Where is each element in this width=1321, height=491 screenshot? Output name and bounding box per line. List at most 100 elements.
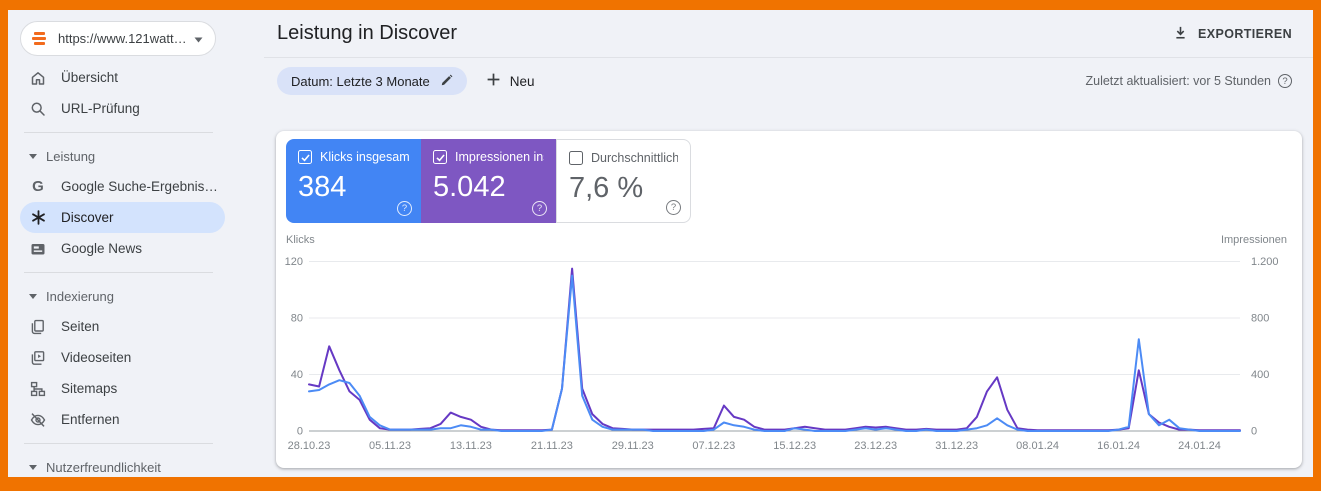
sidebar-item-label: Übersicht [61, 70, 119, 85]
svg-text:16.01.24: 16.01.24 [1097, 440, 1140, 452]
date-filter-label: Datum: Letzte 3 Monate [291, 73, 430, 89]
performance-card: Klicks insgesamt 384 ? Impressionen ins…… [276, 131, 1302, 468]
sidebar-item-discover[interactable]: Discover [20, 202, 225, 233]
chevron-down-icon [29, 293, 37, 299]
svg-text:1.200: 1.200 [1251, 256, 1279, 268]
sidebar-item-uebersicht[interactable]: Übersicht [20, 62, 225, 93]
sidebar-item-label: Sitemaps [61, 381, 118, 396]
news-icon [29, 240, 47, 258]
svg-text:08.01.24: 08.01.24 [1016, 440, 1059, 452]
svg-text:Impressionen: Impressionen [1221, 234, 1287, 246]
svg-text:0: 0 [1251, 426, 1257, 438]
sidebar-item-url-pruefung[interactable]: URL-Prüfung [20, 93, 225, 124]
page-header: Leistung in Discover EXPORTIEREN [264, 10, 1313, 58]
svg-text:0: 0 [297, 426, 303, 438]
sidebar-item-label: Seiten [61, 319, 100, 334]
export-label: EXPORTIEREN [1198, 26, 1292, 41]
help-icon[interactable]: ? [666, 200, 681, 215]
search-icon [29, 100, 47, 118]
checkbox-klicks[interactable] [298, 150, 312, 164]
svg-text:800: 800 [1251, 313, 1269, 325]
sidebar-divider [24, 272, 213, 273]
metric-label: Impressionen ins… [455, 150, 544, 164]
plus-icon [486, 72, 501, 90]
svg-text:31.12.23: 31.12.23 [935, 440, 978, 452]
edit-pencil-icon[interactable] [440, 73, 454, 90]
sidebar-item-label: Google Suche-Ergebnis… [61, 179, 218, 194]
metric-tile-impressionen[interactable]: Impressionen ins… 5.042 ? [421, 139, 556, 223]
performance-chart[interactable]: 0 40 80 120 0 400 800 1.200 Klicks Impressionen 28… [276, 226, 1292, 468]
video-pages-icon [29, 349, 47, 367]
svg-text:13.11.23: 13.11.23 [450, 440, 492, 452]
last-updated: Zuletzt aktualisiert: vor 5 Stunden ? [1085, 74, 1292, 88]
metric-value: 5.042 [433, 171, 506, 203]
svg-text:80: 80 [291, 313, 303, 325]
metric-value: 384 [298, 171, 347, 203]
sidebar-item-label: Discover [61, 210, 114, 225]
main-content: Leistung in Discover EXPORTIEREN Datum: … [264, 10, 1313, 477]
svg-text:24.01.24: 24.01.24 [1178, 440, 1221, 452]
metric-label: Durchschnittliche … [591, 151, 678, 165]
sidebar-section-label: Nutzerfreundlichkeit [46, 459, 161, 475]
last-updated-text: Zuletzt aktualisiert: vor 5 Stunden [1085, 74, 1271, 88]
sidebar-section-nutzerfreundlichkeit[interactable]: Nutzerfreundlichkeit [8, 452, 264, 477]
sidebar-item-label: URL-Prüfung [61, 101, 140, 116]
sidebar: https://www.121watt… Übersicht URL-Prüfu… [8, 10, 264, 477]
svg-text:29.11.23: 29.11.23 [612, 440, 654, 452]
svg-text:28.10.23: 28.10.23 [288, 440, 331, 452]
help-icon[interactable]: ? [532, 201, 547, 216]
google-g-icon: G [32, 178, 44, 195]
eye-off-icon [29, 411, 47, 429]
sidebar-section-leistung[interactable]: Leistung [8, 141, 264, 171]
sidebar-section-label: Indexierung [46, 288, 114, 304]
svg-text:21.11.23: 21.11.23 [531, 440, 573, 452]
help-icon[interactable]: ? [1278, 74, 1292, 88]
metric-tile-ctr[interactable]: Durchschnittliche … 7,6 % ? [556, 139, 691, 223]
new-filter-label: Neu [509, 73, 535, 89]
export-button[interactable]: EXPORTIEREN [1173, 25, 1292, 43]
sidebar-section-indexierung[interactable]: Indexierung [8, 281, 264, 311]
new-filter-button[interactable]: Neu [486, 72, 535, 90]
filter-bar: Datum: Letzte 3 Monate Neu Zuletzt aktua… [277, 58, 1292, 104]
checkbox-impressionen[interactable] [433, 150, 447, 164]
pages-icon [29, 318, 47, 336]
svg-text:15.12.23: 15.12.23 [773, 440, 816, 452]
metric-tiles: Klicks insgesamt 384 ? Impressionen ins…… [286, 139, 691, 223]
property-selector[interactable]: https://www.121watt… [20, 21, 216, 56]
metric-tile-klicks[interactable]: Klicks insgesamt 384 ? [286, 139, 421, 223]
svg-text:120: 120 [285, 256, 303, 268]
checkbox-ctr[interactable] [569, 151, 583, 165]
sidebar-section-label: Leistung [46, 148, 96, 164]
sitemap-tree-icon [29, 380, 47, 398]
home-icon [29, 69, 47, 87]
page-title: Leistung in Discover [277, 22, 458, 44]
chevron-down-icon [29, 153, 37, 159]
chart-area: 0 40 80 120 0 400 800 1.200 Klicks Impressionen 28… [276, 226, 1292, 468]
app-window: https://www.121watt… Übersicht URL-Prüfu… [8, 10, 1313, 477]
sidebar-item-google-news[interactable]: Google News [20, 233, 225, 264]
property-url: https://www.121watt… [58, 31, 185, 46]
svg-text:400: 400 [1251, 369, 1269, 381]
chevron-down-icon [194, 30, 203, 48]
sidebar-item-label: Videoseiten [61, 350, 132, 365]
svg-text:23.12.23: 23.12.23 [854, 440, 897, 452]
discover-asterisk-icon [29, 209, 47, 227]
sidebar-item-entfernen[interactable]: Entfernen [20, 404, 225, 435]
site-favicon-icon [29, 29, 49, 49]
sidebar-item-videoseiten[interactable]: Videoseiten [20, 342, 225, 373]
svg-text:Klicks: Klicks [286, 234, 315, 246]
sidebar-item-sitemaps[interactable]: Sitemaps [20, 373, 225, 404]
sidebar-divider [24, 132, 213, 133]
metric-label: Klicks insgesamt [320, 150, 409, 164]
sidebar-item-seiten[interactable]: Seiten [20, 311, 225, 342]
sidebar-nav: Übersicht URL-Prüfung Leistung G Google … [8, 62, 264, 477]
sidebar-divider [24, 443, 213, 444]
svg-text:40: 40 [291, 369, 303, 381]
metric-value: 7,6 % [569, 172, 644, 204]
help-icon[interactable]: ? [397, 201, 412, 216]
sidebar-item-label: Google News [61, 241, 143, 256]
sidebar-item-google-suche[interactable]: G Google Suche-Ergebnis… [20, 171, 225, 202]
chevron-down-icon [29, 464, 37, 470]
download-icon [1173, 25, 1188, 43]
date-filter-chip[interactable]: Datum: Letzte 3 Monate [277, 67, 467, 95]
